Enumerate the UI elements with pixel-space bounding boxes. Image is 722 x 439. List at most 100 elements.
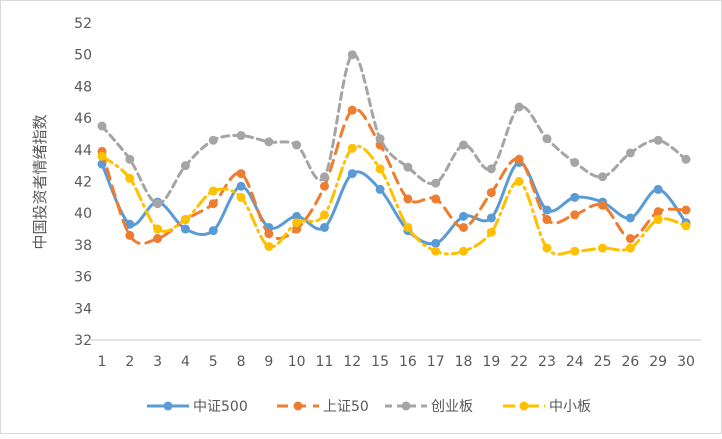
data-point <box>236 169 246 179</box>
y-tick-label: 38 <box>74 238 92 254</box>
y-axis-label: 中国投资者情绪指数 <box>31 114 49 249</box>
data-point <box>347 169 357 179</box>
x-tick-label: 18 <box>455 354 473 370</box>
data-point <box>459 246 469 256</box>
y-tick-label: 32 <box>74 333 92 349</box>
data-point <box>486 164 496 174</box>
data-point <box>570 210 580 220</box>
data-point <box>486 213 496 223</box>
legend-label: 创业板 <box>431 399 473 415</box>
data-point <box>542 205 552 215</box>
x-tick-label: 9 <box>264 354 273 370</box>
series-0 <box>97 157 691 248</box>
x-tick-label: 24 <box>566 354 584 370</box>
data-point <box>681 221 691 231</box>
data-point <box>375 164 385 174</box>
data-point <box>681 154 691 164</box>
data-point <box>431 238 441 248</box>
x-tick-label: 16 <box>399 354 417 370</box>
data-point <box>570 246 580 256</box>
y-tick-label: 52 <box>74 16 92 32</box>
data-point <box>486 188 496 198</box>
x-tick-label: 2 <box>125 354 134 370</box>
data-point <box>153 224 163 234</box>
data-point <box>347 105 357 115</box>
data-point <box>570 157 580 167</box>
y-tick-label: 50 <box>74 48 92 64</box>
legend-marker <box>401 401 411 411</box>
data-point <box>542 243 552 253</box>
data-point <box>514 177 524 186</box>
data-point <box>625 243 635 253</box>
data-point <box>486 227 496 237</box>
legend-marker <box>163 401 173 411</box>
data-point <box>97 151 107 161</box>
data-point <box>598 172 608 182</box>
series-3 <box>97 143 691 256</box>
y-tick-label: 40 <box>74 206 92 222</box>
data-point <box>375 134 385 144</box>
data-point <box>236 181 246 191</box>
data-point <box>180 215 190 225</box>
x-tick-label: 22 <box>510 354 528 370</box>
x-tick-label: 30 <box>677 354 695 370</box>
x-tick-label: 23 <box>538 354 556 370</box>
data-point <box>598 243 608 253</box>
data-point <box>319 181 329 191</box>
data-point <box>625 148 635 158</box>
data-point <box>125 230 135 240</box>
y-tick-label: 48 <box>74 79 92 95</box>
x-tick-label: 1 <box>98 354 107 370</box>
data-point <box>208 186 218 196</box>
data-point <box>431 246 441 256</box>
data-point <box>180 161 190 171</box>
x-tick-label: 25 <box>594 354 612 370</box>
legend-label: 中小板 <box>549 399 591 415</box>
x-tick-label: 19 <box>482 354 500 370</box>
data-point <box>319 210 329 220</box>
x-tick-label: 8 <box>237 354 246 370</box>
series-line <box>100 107 688 245</box>
x-tick-label: 11 <box>316 354 334 370</box>
data-point <box>208 199 218 209</box>
data-point <box>459 222 469 232</box>
legend-marker <box>293 401 303 411</box>
series-line <box>100 144 688 256</box>
data-point <box>264 241 274 251</box>
legend-label: 中证500 <box>193 399 248 415</box>
data-point <box>375 140 385 150</box>
data-point <box>681 205 691 215</box>
legend-marker <box>519 401 529 411</box>
x-tick-label: 17 <box>427 354 445 370</box>
legend-label: 上证50 <box>323 399 369 415</box>
data-point <box>375 184 385 194</box>
x-tick-label: 26 <box>621 354 639 370</box>
data-point <box>403 162 413 172</box>
data-point <box>292 140 302 150</box>
series-2 <box>97 50 691 209</box>
data-point <box>431 178 441 188</box>
y-tick-label: 46 <box>74 111 92 127</box>
x-tick-label: 5 <box>209 354 218 370</box>
data-point <box>459 211 469 221</box>
data-point <box>153 199 163 209</box>
legend-item: 创业板 <box>385 399 473 415</box>
data-point <box>347 50 357 60</box>
data-point <box>625 234 635 244</box>
data-point <box>236 131 246 141</box>
legend-item: 中小板 <box>503 399 591 415</box>
data-point <box>403 194 413 204</box>
data-point <box>125 154 135 164</box>
x-tick-label: 10 <box>288 354 306 370</box>
data-point <box>653 184 663 194</box>
data-point <box>292 224 302 234</box>
x-tick-label: 4 <box>181 354 190 370</box>
data-point <box>542 215 552 225</box>
series-line <box>100 53 688 206</box>
y-tick-label: 44 <box>74 143 92 159</box>
data-point <box>208 135 218 145</box>
data-point <box>208 226 218 236</box>
series-line <box>100 160 688 246</box>
